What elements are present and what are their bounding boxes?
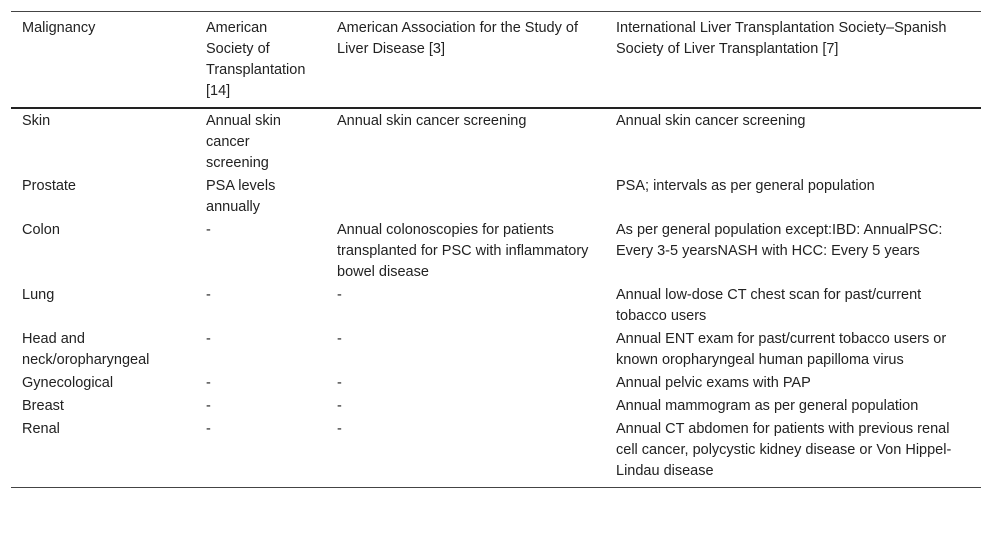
table-cell: - xyxy=(206,375,211,391)
table-cell: Skin xyxy=(22,113,51,129)
table-cell: - xyxy=(337,287,342,303)
table-cell: Renal xyxy=(22,421,60,437)
table-cell: Annual low-dose CT chest scan for past/c… xyxy=(616,287,922,324)
table-cell: - xyxy=(337,375,342,391)
table-cell: - xyxy=(206,421,211,437)
table-row: Prostate PSA levels annually PSA; interval… xyxy=(11,174,981,218)
table-cell: - xyxy=(206,287,211,303)
table-cell: Annual CT abdomen for patients with prev… xyxy=(616,421,952,479)
table-cell: - xyxy=(337,398,342,414)
table-cell: Prostate xyxy=(22,178,76,194)
table-row: Renal - - Annual CT abdomen for patients wi… xyxy=(11,417,981,488)
header-cell: International Liver Transplantation Soci… xyxy=(616,20,947,57)
table-cell: - xyxy=(206,331,211,347)
table-row: Colon - Annual colonoscopies for patients … xyxy=(11,218,981,283)
header-row: Malignancy American Society of Transplant… xyxy=(11,11,981,108)
table-cell: Annual mammogram as per general populati… xyxy=(616,398,919,414)
table-cell: PSA; intervals as per general population xyxy=(616,178,875,194)
table-cell: - xyxy=(206,398,211,414)
table-cell: Annual colonoscopies for patients transp… xyxy=(337,222,589,280)
table-cell: Lung xyxy=(22,287,55,303)
screening-table: Malignancy American Society of Transplant… xyxy=(11,11,981,488)
table-row: Head and neck/oropharyngeal - - Annual ENT … xyxy=(11,327,981,371)
table-cell: Annual pelvic exams with PAP xyxy=(616,375,811,391)
header-cell: American Society of Transplantation [14] xyxy=(206,20,306,99)
table-row: Lung - - Annual low-dose CT chest scan for … xyxy=(11,283,981,327)
table-cell: Colon xyxy=(22,222,60,238)
table-cell: Annual skin cancer screening xyxy=(206,113,281,171)
table-cell: As per general population except:IBD: An… xyxy=(616,222,943,259)
table-cell: - xyxy=(337,421,342,437)
table-cell: - xyxy=(206,222,211,238)
header-cell: Malignancy xyxy=(22,20,96,36)
table-cell: Annual skin cancer screening xyxy=(616,113,806,129)
header-cell: American Association for the Study of Li… xyxy=(337,20,578,57)
table-cell: PSA levels annually xyxy=(206,178,276,215)
table-header: Malignancy American Society of Transplant… xyxy=(11,11,981,108)
table-cell: Gynecological xyxy=(22,375,114,391)
table-row: Breast - - Annual mammogram as per general … xyxy=(11,394,981,417)
table-cell: Head and neck/oropharyngeal xyxy=(22,331,150,368)
table-cell: - xyxy=(337,331,342,347)
table-cell: Annual skin cancer screening xyxy=(337,113,527,129)
table-row: Skin Annual skin cancer screening Annual s… xyxy=(11,108,981,174)
table-cell xyxy=(326,174,605,218)
table-body: Skin Annual skin cancer screening Annual s… xyxy=(11,108,981,488)
table-cell: Annual ENT exam for past/current tobacco… xyxy=(616,331,947,368)
table-row: Gynecological - - Annual pelvic exams with … xyxy=(11,371,981,394)
table-cell: Breast xyxy=(22,398,64,414)
